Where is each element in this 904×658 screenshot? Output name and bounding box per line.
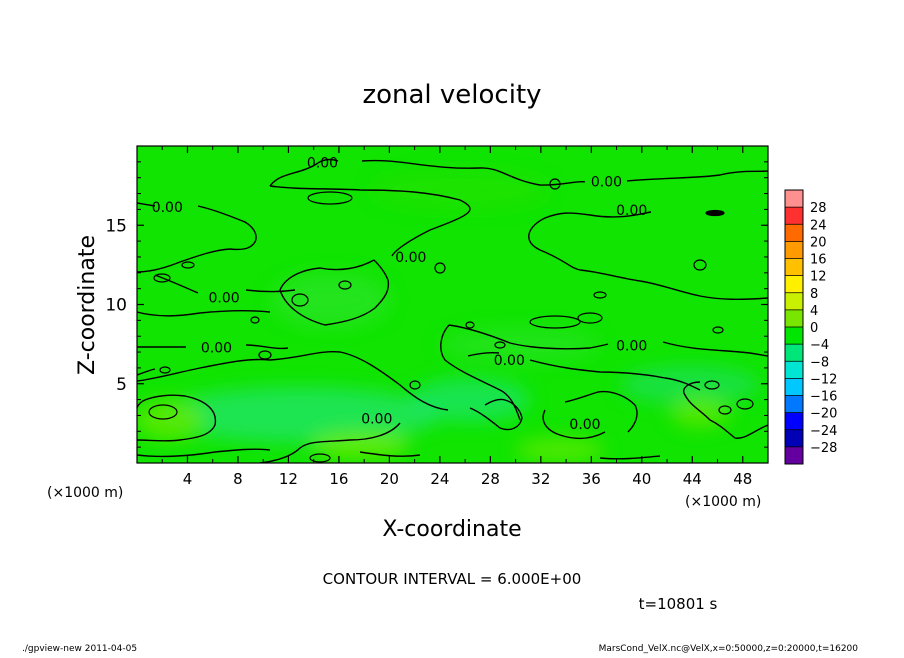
colorbar-label: 28: [810, 201, 827, 216]
y-ticks: 5 10 15: [105, 161, 768, 448]
x-ticks: 4 8 12 16 20 24 28 32 36 40 44 48: [161, 146, 752, 488]
colorbar-swatch: [785, 292, 803, 311]
chart-title: zonal velocity: [362, 80, 541, 110]
colorbar-swatch: [785, 412, 803, 431]
colorbar-label: 16: [810, 253, 827, 268]
colorbar-swatch: [785, 224, 803, 242]
footer-right: MarsCond_VelX.nc@VelX,x=0:50000,z=0:2000…: [599, 644, 859, 654]
x-tick-label: 32: [531, 470, 550, 488]
colorbar-swatch: [785, 395, 803, 413]
contour-label: 0.00: [361, 412, 392, 428]
x-tick-label: 24: [430, 470, 449, 488]
x-unit-left: (×1000 m): [47, 485, 123, 501]
x-tick-label: 48: [733, 470, 752, 488]
contour-label: 0.00: [591, 175, 622, 191]
colorbar-label: 12: [810, 270, 827, 285]
plot-area: 0.00 0.00 0.00 0.00 0.00 0.00 0.00 0.00 0.00 0.00…: [137, 146, 768, 463]
colorbar-swatch: [785, 258, 803, 276]
colorbar-label: −28: [810, 441, 837, 456]
y-tick-label: 10: [105, 296, 127, 316]
contour-label: 0.00: [307, 156, 338, 172]
contour-label: 0.00: [569, 417, 600, 433]
contour-label: 0.00: [616, 203, 647, 219]
colorbar-label: −12: [810, 372, 837, 387]
colorbar-swatch: [785, 361, 803, 379]
footer-left: ./gpview-new 2011-04-05: [22, 644, 137, 654]
colorbar-label: 8: [810, 287, 818, 302]
contour-lines: [137, 158, 768, 463]
x-tick-label: 20: [380, 470, 399, 488]
colorbar-swatch: [785, 344, 803, 362]
contour-label: 0.00: [201, 340, 232, 356]
colorbar-label: −16: [810, 390, 837, 405]
x-axis-label: X-coordinate: [382, 517, 521, 542]
contour-label: 0.00: [152, 200, 183, 216]
colorbar-label: −24: [810, 424, 837, 439]
colorbar-label: −8: [810, 355, 829, 370]
x-tick-label: 36: [582, 470, 601, 488]
contour-label: 0.00: [494, 353, 525, 369]
x-tick-label: 40: [632, 470, 651, 488]
colorbar-label: −4: [810, 338, 829, 353]
time-label: t=10801 s: [639, 595, 718, 613]
colorbar-label: −20: [810, 407, 837, 422]
colorbar-label: 4: [810, 304, 818, 319]
colorbar-swatch: [785, 327, 803, 345]
colorbar-label: 20: [810, 235, 827, 250]
contour-islands: [148, 178, 754, 463]
colorbar-label: 0: [810, 321, 818, 336]
contour-label: 0.00: [395, 250, 426, 266]
contour-label: 0.00: [616, 339, 647, 355]
contour-labels: 0.00 0.00 0.00 0.00 0.00 0.00 0.00 0.00 0.00 0.00…: [152, 156, 648, 434]
contour-interval: CONTOUR INTERVAL = 6.000E+00: [323, 570, 582, 588]
colorbar-swatch: [785, 241, 803, 259]
contour-label: 0.00: [208, 290, 239, 306]
x-tick-label: 12: [279, 470, 298, 488]
colorbar-swatch: [785, 190, 803, 208]
colorbar-swatch: [785, 429, 803, 448]
x-unit-right: (×1000 m): [685, 494, 761, 510]
x-tick-label: 16: [329, 470, 348, 488]
colorbar-swatch: [785, 309, 803, 328]
colorbar-label: 24: [810, 218, 827, 233]
colorbar-swatch: [785, 275, 803, 294]
colorbar-swatch: [785, 446, 803, 465]
x-tick-label: 44: [683, 470, 702, 488]
colorbar-swatch: [785, 378, 803, 396]
x-tick-label: 28: [481, 470, 500, 488]
colorbar-swatch: [785, 207, 803, 225]
y-tick-label: 5: [116, 375, 127, 395]
x-tick-label: 8: [233, 470, 243, 488]
y-tick-label: 15: [105, 216, 127, 236]
colorbar: 28 24 20 16 12 8 4 0 −4 −8 −12 −16 −20 −24 −28: [784, 189, 837, 465]
y-axis-label: Z-coordinate: [75, 235, 100, 375]
x-tick-label: 4: [183, 470, 193, 488]
